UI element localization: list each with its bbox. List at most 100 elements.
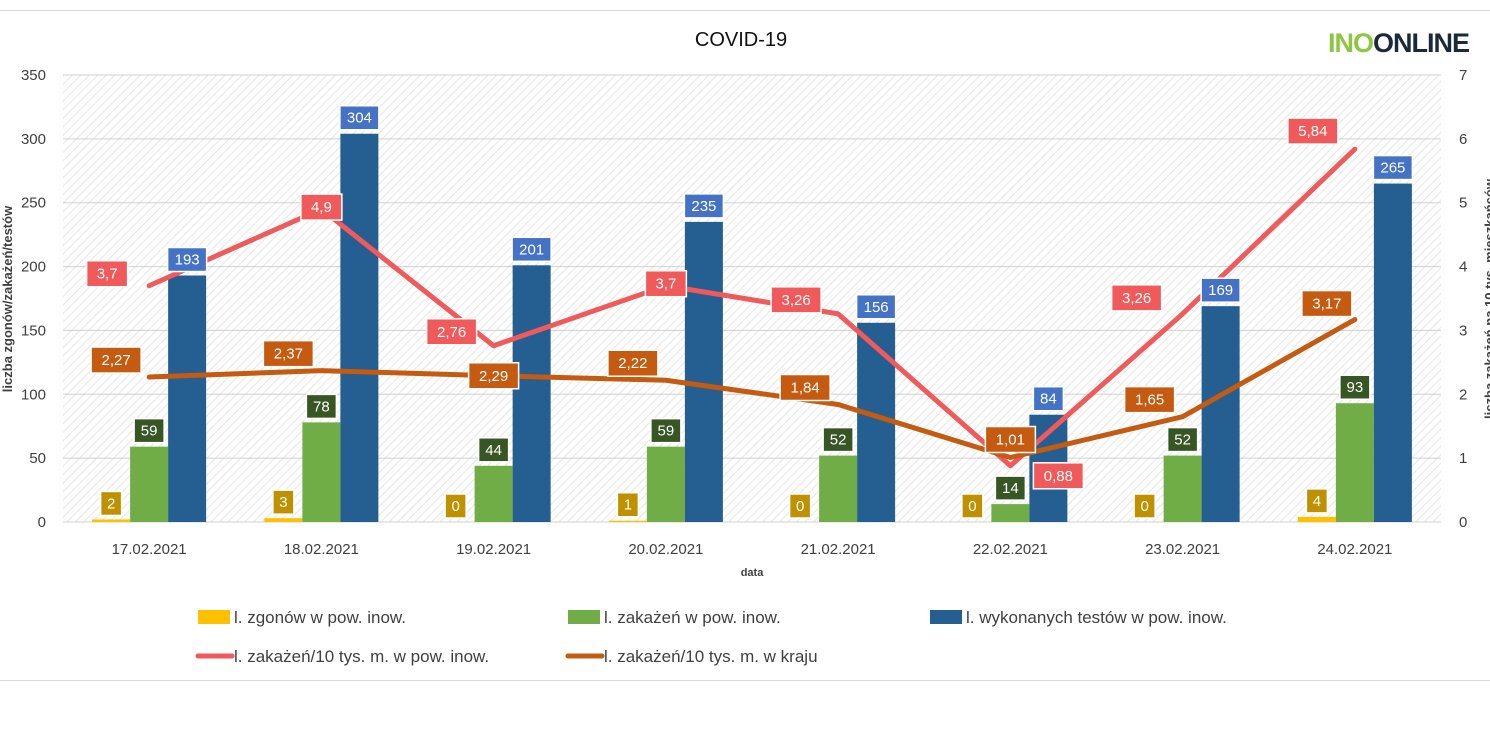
bar (474, 465, 513, 522)
bar (302, 422, 341, 522)
y-tick-label: 0 (38, 514, 46, 531)
y2-tick-label: 1 (1459, 450, 1467, 467)
logo-part-2: ONLINE (1373, 28, 1469, 58)
bar-label-box (133, 417, 165, 444)
y2-axis-label: liczba zakażeń na 10 tys. mieszkańców (1482, 178, 1490, 419)
chart-frame: COVID-19 INOONLINE 0 50 100 150 200 250 300 350… (0, 10, 1490, 681)
bar-label-box (339, 104, 380, 131)
y-axis-label: liczba zgonów/zakażeń/testów (0, 205, 15, 392)
line-label: 3,7 (97, 266, 118, 283)
x-tick-label: 17.02.2021 (112, 541, 187, 558)
bar-data-labels: 2 3 0 1 0 0 0 4 59 78 44 59 52 14 52 93 193 304 201 235 156 8… (99, 104, 1414, 519)
bar-label-box (99, 490, 123, 517)
bar-label: 235 (691, 198, 716, 215)
x-tick-label: 21.02.2021 (801, 541, 876, 558)
bar-label: 304 (347, 110, 372, 127)
bar-label-box (855, 294, 897, 320)
line-label: 1,84 (791, 380, 820, 397)
bar (684, 221, 723, 522)
bar (512, 265, 551, 522)
line-label-box (644, 269, 688, 298)
line-label: 4,9 (311, 199, 332, 216)
series-line (146, 146, 1358, 469)
bar-label-box (166, 246, 208, 273)
bar (1373, 183, 1412, 523)
bar-label: 14 (1002, 480, 1019, 497)
line-label: 2,27 (102, 352, 131, 369)
logo: INOONLINE (1328, 28, 1469, 58)
bar-label-box (961, 493, 984, 519)
line-label-box (1301, 289, 1353, 318)
bar-label-box (444, 493, 467, 519)
y2-tick-label: 7 (1459, 67, 1467, 84)
series-line (146, 317, 1358, 461)
bar (92, 519, 131, 522)
bar-label-box (788, 493, 812, 519)
logo-part-1: INO (1328, 28, 1373, 58)
bar-label: 0 (1140, 498, 1148, 515)
y-tick-label: 200 (21, 259, 46, 276)
bar-label: 265 (1380, 160, 1405, 177)
bar (130, 446, 169, 522)
x-tick-label: 20.02.2021 (628, 541, 703, 558)
bar-label-box (305, 393, 338, 420)
bar (1163, 455, 1202, 522)
line-label: 0,88 (1044, 468, 1073, 485)
y-tick-label: 100 (21, 386, 46, 403)
x-tick-label: 23.02.2021 (1145, 541, 1220, 558)
y2-tick-label: 2 (1459, 386, 1467, 403)
y2-tick-label: 6 (1459, 131, 1467, 148)
y2-tick-label: 4 (1459, 259, 1467, 276)
bar-label-box (1339, 374, 1371, 400)
bar-label: 52 (1174, 432, 1191, 449)
legend-label: l. zakażeń/10 tys. m. w kraju (604, 647, 818, 666)
bar-label-box (822, 426, 854, 453)
bar-label: 169 (1208, 282, 1233, 299)
bar (608, 520, 647, 522)
bar-label-box (650, 417, 682, 444)
line-label-box (262, 339, 315, 368)
line-label-box (607, 349, 659, 377)
bar-label: 1 (624, 497, 632, 514)
bar (264, 518, 303, 522)
bar-label-box (683, 193, 725, 219)
y2-axis-ticks: 0 1 2 3 4 5 6 7 (1459, 67, 1467, 531)
legend-label: l. zgonów w pow. inow. (234, 608, 406, 627)
line-label-box (1287, 117, 1339, 145)
line-label-box (984, 425, 1037, 454)
y-axis-ticks: 0 50 100 150 200 250 300 350 (21, 67, 46, 531)
bar-label: 0 (451, 498, 459, 515)
bar (819, 455, 858, 522)
y-tick-label: 300 (21, 131, 46, 148)
line-label: 1,01 (996, 432, 1025, 449)
bar (1335, 403, 1374, 522)
line-data-labels: 3,7 4,9 2,76 3,7 3,26 0,88 3,26 5,84 2,27 2,37 2,2… (85, 117, 1353, 490)
line-label-box (1110, 284, 1163, 312)
line-label-box (1032, 462, 1085, 490)
x-tick-label: 24.02.2021 (1317, 541, 1392, 558)
line-label-box (425, 318, 478, 346)
legend-label: l. wykonanych testów w pow. inow. (966, 608, 1227, 627)
line-label: 3,26 (782, 292, 811, 309)
legend-swatch (930, 610, 962, 624)
bar-label-box (1133, 493, 1156, 519)
line-label-box (1123, 385, 1176, 414)
line-label-box (467, 362, 520, 390)
x-axis-ticks: 17.02.2021 18.02.2021 19.02.2021 20.02.2021… (112, 541, 1393, 558)
bar-label: 4 (1313, 493, 1321, 510)
bar-label: 84 (1040, 391, 1057, 408)
bar-label-box (272, 489, 295, 515)
bar-label: 0 (968, 498, 976, 515)
y-tick-label: 50 (29, 450, 46, 467)
line-label: 2,37 (274, 346, 303, 363)
line-series (146, 146, 1358, 469)
bar-label: 201 (519, 241, 544, 258)
line-label: 3,7 (655, 276, 676, 293)
bar-label-box (1166, 426, 1199, 453)
line-label-box (770, 286, 822, 314)
bar-label-box (994, 475, 1027, 501)
bar-label: 52 (830, 432, 847, 449)
bar-label: 0 (796, 498, 804, 515)
bar-label-box (616, 491, 640, 518)
bar-label: 44 (485, 442, 502, 459)
